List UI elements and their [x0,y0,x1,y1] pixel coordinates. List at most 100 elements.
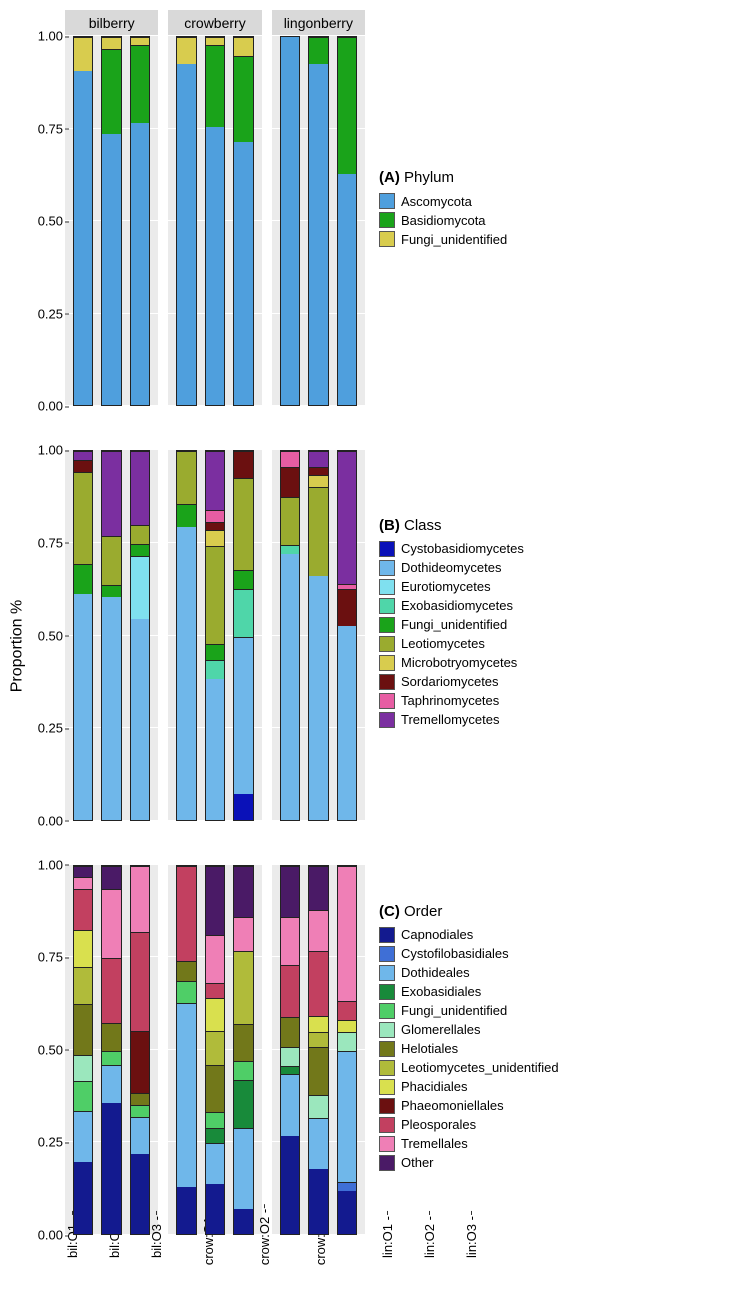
bar-segment [281,917,299,965]
stacked-bar [130,450,150,820]
stacked-bar [73,865,93,1235]
bar-segment [309,64,327,406]
bar-segment [206,644,224,659]
legend-swatch [379,231,395,247]
bar-segment [177,1187,195,1234]
y-tick: 0.50 [17,1042,63,1057]
panel-row-A: bilberry0.000.250.500.751.00crowberrylin… [65,10,365,406]
bar-segment [281,1074,299,1136]
stacked-bar [130,36,150,406]
bar-segment [309,576,327,820]
bar-segment [206,127,224,405]
bar-segment [102,49,120,134]
legend-item: Exobasidiomycetes [379,598,725,614]
y-tick: 0.75 [17,121,63,136]
bar-segment [234,866,252,918]
bar-segment [281,1066,299,1074]
legend-title: (B) Class [379,517,725,534]
legend-label: Phaeomoniellales [401,1098,504,1113]
bar-segment [309,1016,327,1031]
bar-segment [177,451,195,503]
legend-item: Other [379,1155,725,1171]
legend-label: Glomerellales [401,1022,480,1037]
bar-segment [131,451,149,525]
plot-area [168,865,261,1235]
legend-swatch [379,1117,395,1133]
legend-item: Cystobasidiomycetes [379,541,725,557]
legend-swatch [379,1155,395,1171]
facet-strip: bilberry [65,10,158,36]
bar-segment [309,467,327,475]
legend-label: Dothideales [401,965,470,980]
bar-segment [131,556,149,619]
stacked-bar [101,450,121,820]
bar-segment [309,1169,327,1234]
legend-swatch [379,693,395,709]
bar-segment [102,585,120,597]
bar-segment [309,1095,327,1118]
y-tick: 0.00 [17,1228,63,1243]
bar-segment [74,1055,92,1081]
y-tick: 0.25 [17,306,63,321]
legend-item: Basidiomycota [379,212,725,228]
legend-label: Eurotiomycetes [401,579,491,594]
legend-item: Glomerellales [379,1022,725,1038]
bar-segment [131,525,149,544]
bar-segment [206,1128,224,1143]
bar-segment [131,37,149,45]
y-tick: 0.50 [17,628,63,643]
bar-segment [131,1154,149,1234]
bar-segment [206,1112,224,1127]
bar-segment [102,597,120,820]
y-axis: 0.000.250.500.751.00 [17,865,63,1235]
bar-segment [206,45,224,127]
y-tick: 0.50 [17,214,63,229]
bar-segment [177,981,195,1004]
legend-swatch [379,965,395,981]
bar-segment [234,56,252,141]
legend-title: (A) Phylum [379,169,725,186]
y-axis: 0.000.250.500.751.00 [17,36,63,406]
bar-segment [177,1003,195,1186]
stacked-bar [176,450,196,820]
legend-item: Phaeomoniellales [379,1098,725,1114]
y-tick: 1.00 [17,443,63,458]
legend-label: Phacidiales [401,1079,468,1094]
facet: bilberry0.000.250.500.751.00 [65,424,158,820]
legend-item: Fungi_unidentified [379,231,725,247]
legend-item: Phacidiales [379,1079,725,1095]
facet: crowberry [168,10,261,406]
bar-segment [102,889,120,958]
legend-label: Capnodiales [401,927,473,942]
bar-segment [338,1001,356,1020]
legend-label: Helotiales [401,1041,458,1056]
stacked-bar [205,865,225,1235]
stacked-bar [176,36,196,406]
legend-swatch [379,212,395,228]
bar-segment [281,554,299,820]
stacked-bar [337,865,357,1235]
bar-segment [102,37,120,49]
figure: Proportion % bilberry0.000.250.500.751.0… [0,0,740,1291]
plot-area: 0.000.250.500.751.00 [65,450,158,820]
panel-grid: bilberry0.000.250.500.751.00crowberrylin… [65,10,725,1235]
plot-area: 0.000.250.500.751.00 [65,865,158,1235]
bar-segment [281,497,299,545]
legend-A: (A) PhylumAscomycotaBasidiomycotaFungi_u… [365,10,725,406]
bar-segment [131,932,149,1031]
legend-label: Cystofilobasidiales [401,946,509,961]
legend-item: Capnodiales [379,927,725,943]
bar-segment [74,1162,92,1234]
bar-segment [338,1051,356,1182]
stacked-bar [280,36,300,406]
bar-segment [234,637,252,794]
x-facet: bil:O1 -bil:O2 -bil:O3 - [65,1235,191,1285]
bar-segment [281,965,299,1017]
legend-label: Fungi_unidentified [401,232,507,247]
legend-swatch [379,579,395,595]
bar-segment [309,37,327,64]
legend-item: Helotiales [379,1041,725,1057]
bar-segment [234,794,252,819]
stacked-bar [233,865,253,1235]
bar-segment [234,589,252,637]
